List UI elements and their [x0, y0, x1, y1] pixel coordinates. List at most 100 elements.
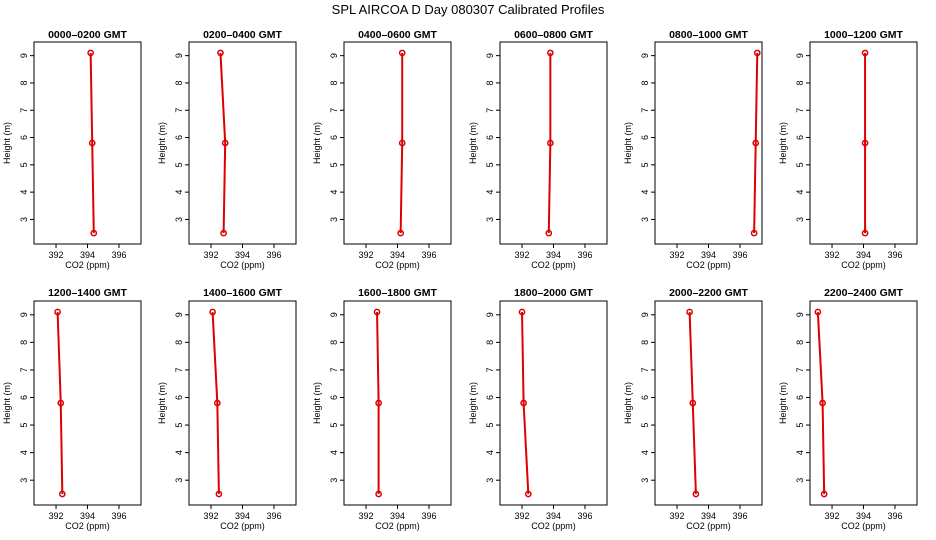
y-tick-label: 9 — [329, 53, 339, 58]
y-tick-label: 8 — [19, 340, 29, 345]
y-tick-label: 3 — [174, 478, 184, 483]
y-tick-label: 9 — [485, 53, 495, 58]
y-tick-label: 6 — [485, 395, 495, 400]
y-axis-label: Height (m) — [312, 122, 322, 164]
x-axis-label: CO2 (ppm) — [841, 521, 886, 531]
y-tick-label: 6 — [795, 135, 805, 140]
y-axis-label: Height (m) — [2, 382, 12, 424]
profile-point — [814, 308, 822, 316]
x-tick-label: 394 — [235, 511, 250, 521]
x-tick-label: 392 — [670, 250, 685, 260]
x-axis-label: CO2 (ppm) — [531, 521, 576, 531]
profile-point — [861, 49, 869, 57]
profile-point — [221, 139, 229, 147]
y-tick-label: 5 — [329, 423, 339, 428]
profile-line — [816, 311, 826, 494]
y-tick-label: 6 — [795, 395, 805, 400]
y-tick-label: 7 — [329, 108, 339, 113]
y-tick-label: 7 — [485, 367, 495, 372]
panel-title: 1800–2000 GMT — [514, 287, 593, 299]
y-tick-label: 4 — [329, 450, 339, 455]
x-axis-label: CO2 (ppm) — [686, 521, 731, 531]
profile-point — [220, 229, 227, 237]
plot-frame — [654, 41, 763, 245]
profile-point — [54, 308, 61, 316]
y-axis-label: Height (m) — [778, 122, 788, 164]
profile-point — [375, 490, 382, 498]
y-tick-label: 9 — [795, 312, 805, 317]
y-tick-label: 7 — [174, 367, 184, 372]
profile-point — [57, 399, 65, 407]
profile-point — [398, 49, 406, 57]
y-tick-label: 4 — [640, 190, 650, 195]
x-tick-label: 392 — [515, 250, 530, 260]
y-tick-label: 5 — [485, 423, 495, 428]
y-tick-label: 8 — [174, 80, 184, 85]
y-tick-label: 4 — [19, 450, 29, 455]
plot-frame — [809, 300, 918, 506]
profile-line — [688, 311, 697, 495]
y-tick-label: 9 — [640, 312, 650, 317]
x-tick-label: 392 — [825, 250, 840, 260]
profile-point — [689, 399, 697, 407]
y-tick-label: 5 — [795, 162, 805, 167]
profile-point — [545, 229, 553, 237]
y-tick-label: 6 — [174, 135, 184, 140]
x-axis-label: CO2 (ppm) — [220, 260, 265, 270]
panel-title: 0200–0400 GMT — [203, 29, 282, 41]
y-tick-label: 5 — [329, 162, 339, 167]
y-axis-label: Height (m) — [468, 122, 478, 164]
x-axis-label: CO2 (ppm) — [375, 260, 420, 270]
plot-frame — [343, 300, 452, 506]
y-tick-label: 3 — [19, 478, 29, 483]
panel-title: 0800–1000 GMT — [669, 29, 748, 41]
x-axis-label: CO2 (ppm) — [841, 260, 886, 270]
y-tick-label: 7 — [640, 108, 650, 113]
profile-line — [89, 52, 95, 234]
panel-title: 0600–0800 GMT — [514, 29, 593, 41]
x-tick-label: 396 — [732, 511, 747, 521]
y-tick-label: 8 — [795, 340, 805, 345]
y-tick-label: 8 — [640, 80, 650, 85]
x-tick-label: 392 — [204, 511, 219, 521]
y-tick-label: 3 — [19, 217, 29, 222]
y-axis-label: Height (m) — [157, 122, 167, 164]
y-tick-label: 6 — [19, 135, 29, 140]
profile-point — [375, 399, 382, 407]
y-tick-label: 6 — [485, 135, 495, 140]
y-tick-label: 3 — [640, 217, 650, 222]
y-tick-label: 9 — [174, 312, 184, 317]
profile-point — [213, 399, 221, 407]
x-tick-label: 394 — [80, 250, 95, 260]
y-tick-label: 6 — [329, 395, 339, 400]
y-tick-label: 5 — [174, 162, 184, 167]
y-axis-label: Height (m) — [2, 122, 12, 164]
profile-point — [752, 139, 760, 147]
profile-point — [215, 490, 223, 498]
y-tick-label: 5 — [640, 162, 650, 167]
y-tick-label: 9 — [485, 312, 495, 317]
y-tick-label: 9 — [640, 53, 650, 58]
y-tick-label: 3 — [795, 478, 805, 483]
y-tick-label: 4 — [329, 190, 339, 195]
y-tick-label: 4 — [485, 190, 495, 195]
y-tick-label: 9 — [174, 53, 184, 58]
profile-line — [547, 52, 552, 234]
x-tick-label: 394 — [235, 250, 250, 260]
profile-line — [521, 312, 530, 495]
x-tick-label: 392 — [49, 511, 64, 521]
y-tick-label: 8 — [485, 340, 495, 345]
x-tick-label: 396 — [887, 250, 902, 260]
x-tick-label: 396 — [266, 250, 281, 260]
profile-point — [87, 49, 94, 57]
profile-point — [397, 229, 404, 237]
x-axis-label: CO2 (ppm) — [686, 260, 731, 270]
x-axis-label: CO2 (ppm) — [531, 260, 576, 270]
plot-frame — [188, 300, 297, 506]
profile-line — [399, 52, 404, 234]
